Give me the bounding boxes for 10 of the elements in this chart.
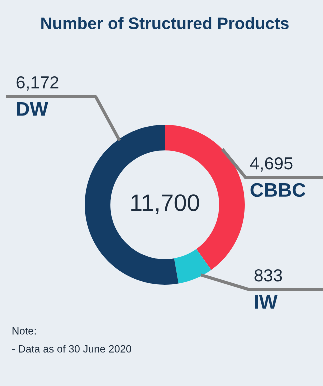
- data-label: 4,695: [250, 157, 293, 172]
- data-label: 6,172: [16, 76, 59, 91]
- slice-label: IW: [255, 296, 278, 309]
- data-label: 833: [254, 269, 282, 282]
- text: 11,700: [132, 194, 200, 214]
- slice-label: DW: [17, 102, 48, 116]
- slice-label: CBBC: [250, 183, 306, 198]
- chart-title: Number of Structured Products: [42, 17, 289, 30]
- text: Note:: [12, 328, 36, 335]
- text: - Data as of 30 June 2020: [12, 345, 132, 353]
